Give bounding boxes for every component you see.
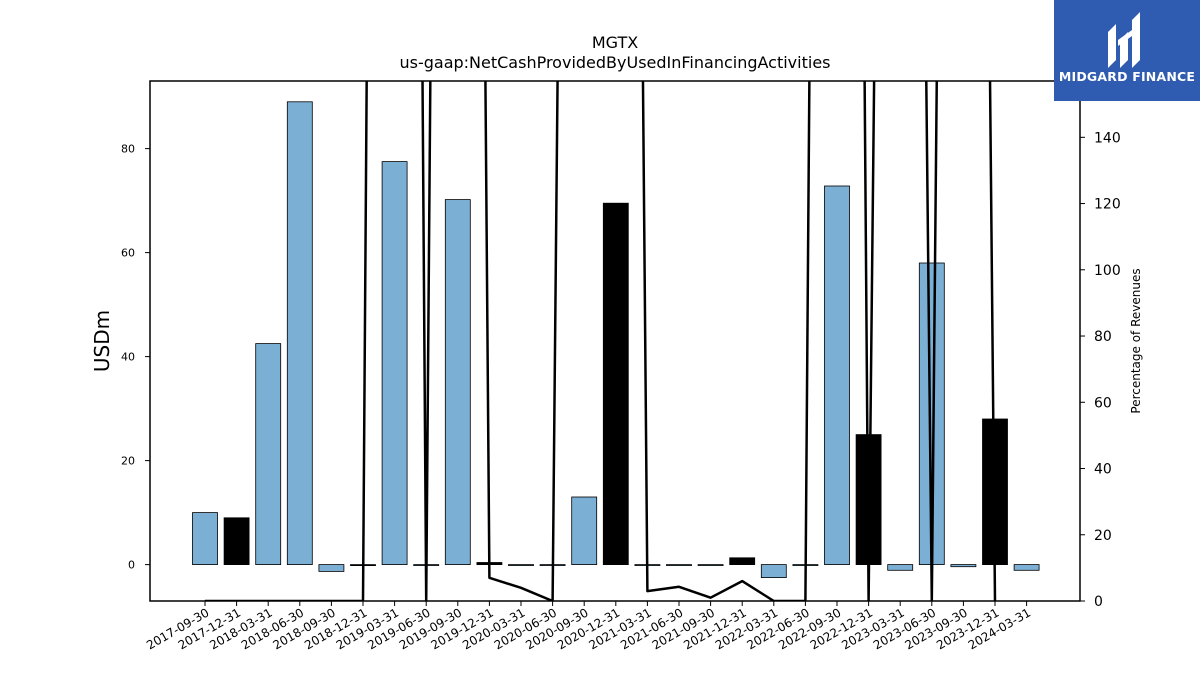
bar bbox=[255, 343, 282, 566]
bar bbox=[571, 496, 598, 565]
y2-tick-label: 120 bbox=[1094, 197, 1121, 213]
y-tick-label: 20 bbox=[121, 455, 135, 468]
bar bbox=[318, 564, 345, 572]
y2-tick-label: 20 bbox=[1094, 528, 1112, 544]
bar bbox=[1013, 564, 1040, 571]
y-tick-label: 60 bbox=[121, 247, 135, 260]
y2-tick-label: 100 bbox=[1094, 263, 1121, 279]
x-axis: 2017-09-302017-12-312018-03-312018-06-30… bbox=[144, 601, 1033, 652]
bar bbox=[286, 101, 313, 565]
bar bbox=[381, 161, 408, 566]
logo: MIDGARD FINANCE bbox=[1054, 0, 1200, 101]
chart-subtitle: us-gaap:NetCashProvidedByUsedInFinancing… bbox=[399, 53, 830, 72]
bar bbox=[444, 199, 471, 566]
y2-tick-label: 60 bbox=[1094, 395, 1112, 411]
y-axis-label: USDm bbox=[90, 310, 114, 372]
y2-tick-label: 140 bbox=[1094, 130, 1121, 146]
y-tick-label: 0 bbox=[128, 559, 135, 572]
bar bbox=[950, 564, 977, 568]
bar bbox=[887, 564, 914, 571]
bar bbox=[508, 564, 534, 566]
plot-frame bbox=[149, 80, 1081, 602]
y2-tick-label: 80 bbox=[1094, 329, 1112, 345]
y-tick-label: 40 bbox=[121, 351, 135, 364]
bar-series bbox=[192, 101, 1040, 578]
y2-tick-label: 0 bbox=[1094, 594, 1103, 610]
midgard-logo-icon bbox=[1108, 12, 1140, 68]
logo-text: MIDGARD FINANCE bbox=[1058, 69, 1196, 84]
bar bbox=[602, 202, 629, 565]
bar bbox=[666, 564, 692, 566]
bar bbox=[223, 517, 250, 565]
y-axis-right: 0 20 40 60 80 100 120 140 bbox=[1080, 130, 1121, 610]
bar bbox=[192, 512, 218, 565]
y-axis-left: 0 20 40 60 80 bbox=[121, 143, 150, 572]
chart-title: MGTX bbox=[592, 33, 638, 52]
bar bbox=[824, 185, 850, 566]
bar bbox=[760, 564, 787, 578]
y-tick-label: 80 bbox=[121, 143, 135, 156]
y2-axis-label: Percentage of Revenues bbox=[1129, 268, 1143, 413]
bar bbox=[729, 557, 756, 565]
bar bbox=[697, 564, 724, 566]
y2-tick-label: 40 bbox=[1094, 462, 1112, 478]
